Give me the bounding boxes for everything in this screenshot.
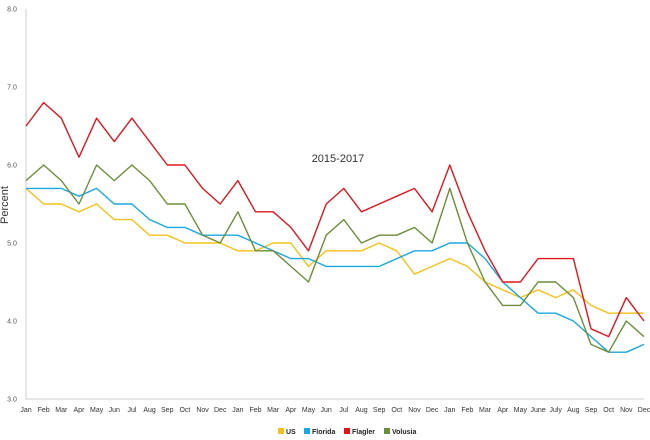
y-axis-title: Percent	[0, 186, 11, 224]
x-tick-label: Oct	[391, 407, 402, 414]
x-tick-label: Nov	[408, 407, 421, 414]
y-tick-label: 4.0	[7, 319, 17, 326]
legend-label: Volusia	[392, 429, 416, 436]
legend-item-flagler: Flagler	[344, 428, 375, 436]
legend: US Florida Flagler Volusia	[278, 428, 416, 436]
y-tick-label: 7.0	[7, 85, 17, 92]
legend-swatch	[384, 428, 390, 434]
x-tick-label: Mar	[267, 407, 280, 414]
x-tick-label: Sep	[373, 407, 386, 414]
x-tick-label: Dec	[638, 407, 650, 414]
x-tick-label: June	[530, 407, 545, 414]
series-lines	[25, 101, 645, 353]
series-line-flagler	[25, 101, 645, 338]
x-tick-label: Nov	[620, 407, 633, 414]
x-axis-ticks: Jan Feb Mar Apr May Jun Jul Aug Sep Oct Nov Dec Jan F…	[20, 407, 650, 414]
x-tick-label: July	[549, 407, 562, 414]
series-line-us	[25, 187, 644, 314]
x-tick-label: Mar	[479, 407, 492, 414]
y-tick-label: 8.0	[7, 7, 17, 14]
legend-swatch	[278, 428, 284, 434]
y-axis-ticks: 3.0 4.0 5.0 6.0 7.0 8.0	[7, 7, 17, 404]
x-tick-label: Feb	[38, 407, 50, 414]
y-tick-label: 3.0	[7, 397, 17, 404]
legend-label: Florida	[312, 429, 335, 436]
x-tick-label: Aug	[143, 407, 156, 414]
series-line-volusia	[25, 164, 645, 353]
legend-swatch	[304, 428, 310, 434]
x-tick-label: Apr	[285, 407, 297, 414]
legend-label: US	[286, 429, 296, 436]
x-tick-label: May	[302, 407, 316, 414]
x-tick-label: Jan	[444, 407, 455, 414]
legend-item-volusia: Volusia	[384, 428, 416, 436]
x-tick-label: Oct	[603, 407, 614, 414]
x-tick-label: Jan	[232, 407, 243, 414]
legend-item-us: US	[278, 428, 296, 436]
x-tick-label: Sep	[161, 407, 174, 414]
x-tick-label: May	[90, 407, 104, 414]
x-tick-label: Mar	[55, 407, 68, 414]
x-tick-label: Jul	[339, 407, 348, 414]
legend-swatch	[344, 428, 350, 434]
x-tick-label: Oct	[179, 407, 190, 414]
x-tick-label: Aug	[355, 407, 368, 414]
x-tick-label: Sep	[585, 407, 598, 414]
x-tick-label: Aug	[567, 407, 580, 414]
legend-item-florida: Florida	[304, 428, 335, 436]
x-tick-label: Dec	[214, 407, 227, 414]
legend-label: Flagler	[352, 429, 375, 436]
x-tick-label: Jun	[321, 407, 332, 414]
x-tick-label: May	[514, 407, 528, 414]
x-tick-label: Jun	[109, 407, 120, 414]
x-tick-label: Apr	[74, 407, 86, 414]
x-tick-label: Apr	[497, 407, 509, 414]
x-tick-label: Feb	[461, 407, 473, 414]
y-tick-label: 6.0	[7, 163, 17, 170]
series-line-florida	[26, 187, 645, 353]
x-tick-label: Jul	[127, 407, 136, 414]
x-tick-label: Jan	[20, 407, 31, 414]
x-tick-label: Nov	[196, 407, 209, 414]
y-tick-label: 5.0	[7, 241, 17, 248]
x-tick-label: Dec	[426, 407, 439, 414]
x-tick-label: Feb	[250, 407, 262, 414]
x-axis-title: 2015-2017	[312, 153, 365, 165]
